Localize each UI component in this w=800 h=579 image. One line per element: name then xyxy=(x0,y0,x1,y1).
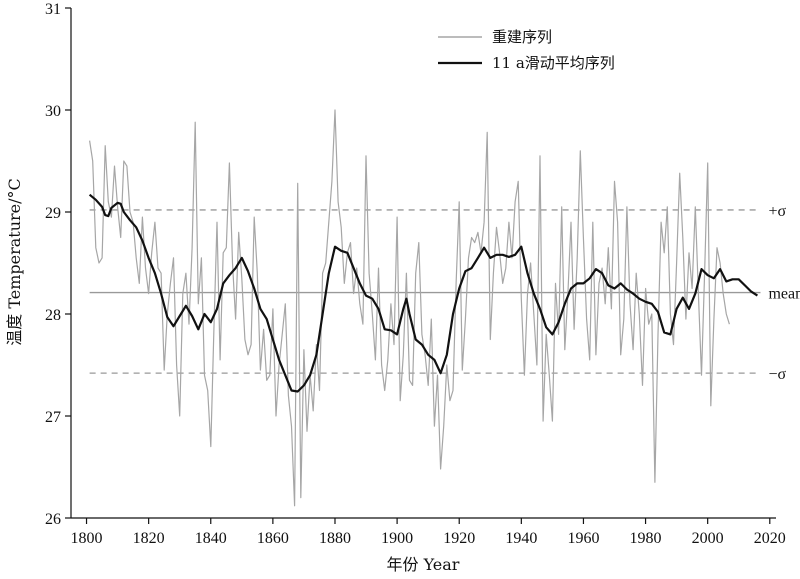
x-tick-label: 1880 xyxy=(319,530,351,547)
x-tick-label: 1980 xyxy=(630,530,662,547)
y-tick-label: 27 xyxy=(45,409,61,426)
x-tick-label: 2000 xyxy=(692,530,724,547)
axes xyxy=(70,8,776,519)
legend-label-reconstructed: 重建序列 xyxy=(492,28,552,46)
y-tick-label: 31 xyxy=(45,1,61,18)
legend-label-moving-average: 11 a滑动平均序列 xyxy=(492,54,615,72)
series-layer xyxy=(88,109,758,507)
y-tick-label: 28 xyxy=(45,307,61,324)
y-axis-title: 温度 Temperature/°C xyxy=(5,178,24,346)
legend: 重建序列 11 a滑动平均序列 xyxy=(438,28,615,72)
x-tick-label: 1840 xyxy=(195,530,227,547)
y-tick-label: 26 xyxy=(45,511,61,528)
x-tick-label: 1800 xyxy=(71,530,103,547)
y-tick-label: 30 xyxy=(45,103,61,120)
reference-line-label: −σ xyxy=(768,366,786,383)
y-tick-label: 29 xyxy=(45,205,61,222)
x-tick-label: 1940 xyxy=(505,530,537,547)
x-tick-label: 1900 xyxy=(381,530,413,547)
x-axis-title: 年份 Year xyxy=(387,555,460,574)
ticks: 1800 1820 1840 1860 1880 1900 1920 1940 1960 1980… xyxy=(45,1,786,547)
reference-lines: +σ mean −σ xyxy=(89,203,800,383)
reference-line-label: +σ xyxy=(768,203,786,220)
x-tick-label: 1860 xyxy=(257,530,289,547)
x-tick-label: 1820 xyxy=(133,530,165,547)
series-line-moving-average xyxy=(88,193,758,393)
x-tick-label: 1920 xyxy=(443,530,475,547)
reference-line-label: mean xyxy=(768,286,800,303)
x-tick-label: 2020 xyxy=(754,530,786,547)
x-tick-label: 1960 xyxy=(567,530,599,547)
series-line-reconstructed xyxy=(89,109,730,507)
